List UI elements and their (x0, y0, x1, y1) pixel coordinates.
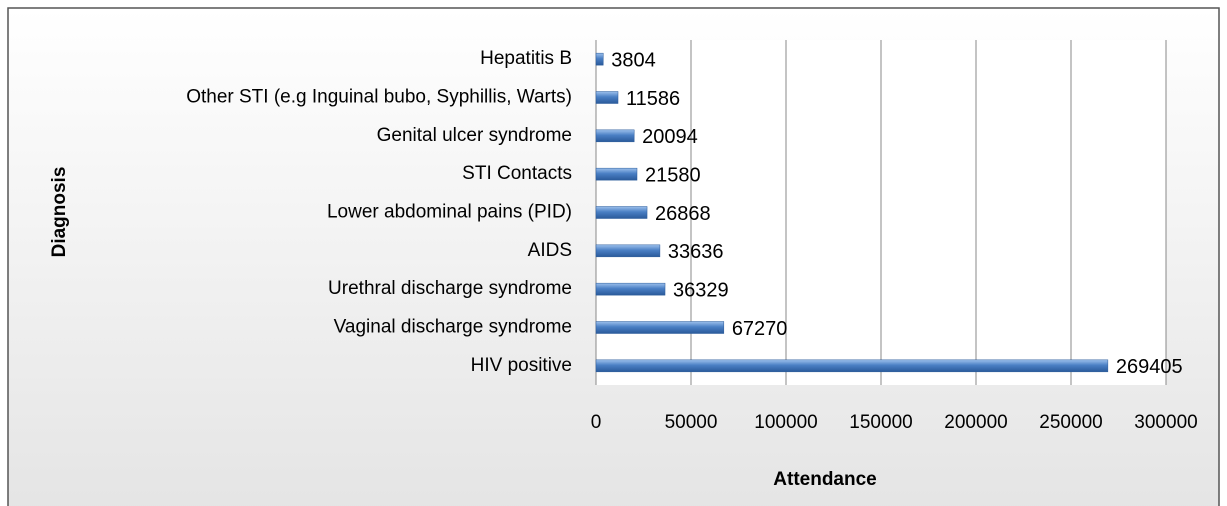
x-tick-label: 50000 (665, 412, 718, 433)
y-tick-label: STI Contacts (462, 163, 572, 184)
data-label: 26868 (655, 203, 711, 225)
bar (595, 129, 635, 143)
data-label: 269405 (1116, 356, 1183, 378)
data-label: 36329 (673, 279, 729, 301)
bar (595, 282, 666, 296)
data-label: 21580 (645, 164, 701, 186)
y-tick-label: Vaginal discharge syndrome (334, 317, 572, 338)
x-tick-label: 100000 (754, 412, 817, 433)
bar (595, 91, 619, 104)
bar (595, 167, 638, 181)
data-label: 33636 (668, 241, 724, 263)
y-tick-label: Hepatitis B (480, 48, 572, 69)
y-tick-label: Other STI (e.g Inguinal bubo, Syphillis,… (186, 87, 572, 108)
y-tick-label: Lower abdominal pains (PID) (327, 202, 572, 223)
data-label: 3804 (611, 49, 656, 71)
y-tick-label: Urethral discharge syndrome (328, 278, 572, 299)
x-tick-label: 250000 (1039, 412, 1102, 433)
x-axis-title: Attendance (773, 469, 876, 490)
x-tick-label: 0 (591, 412, 602, 433)
data-label: 20094 (642, 126, 698, 148)
y-tick-label: Genital ulcer syndrome (377, 125, 572, 146)
bar (595, 359, 1109, 373)
bar (595, 321, 725, 334)
x-tick-label: 200000 (944, 412, 1007, 433)
y-axis-title: Diagnosis (49, 167, 70, 258)
bar (595, 244, 661, 258)
bar (595, 52, 604, 66)
x-tick-label: 150000 (849, 412, 912, 433)
x-tick-label: 300000 (1134, 412, 1197, 433)
y-tick-label: AIDS (528, 240, 572, 261)
data-label: 67270 (732, 318, 788, 340)
y-tick-label: HIV positive (471, 355, 572, 376)
bar (595, 206, 648, 219)
data-label: 11586 (626, 88, 680, 110)
